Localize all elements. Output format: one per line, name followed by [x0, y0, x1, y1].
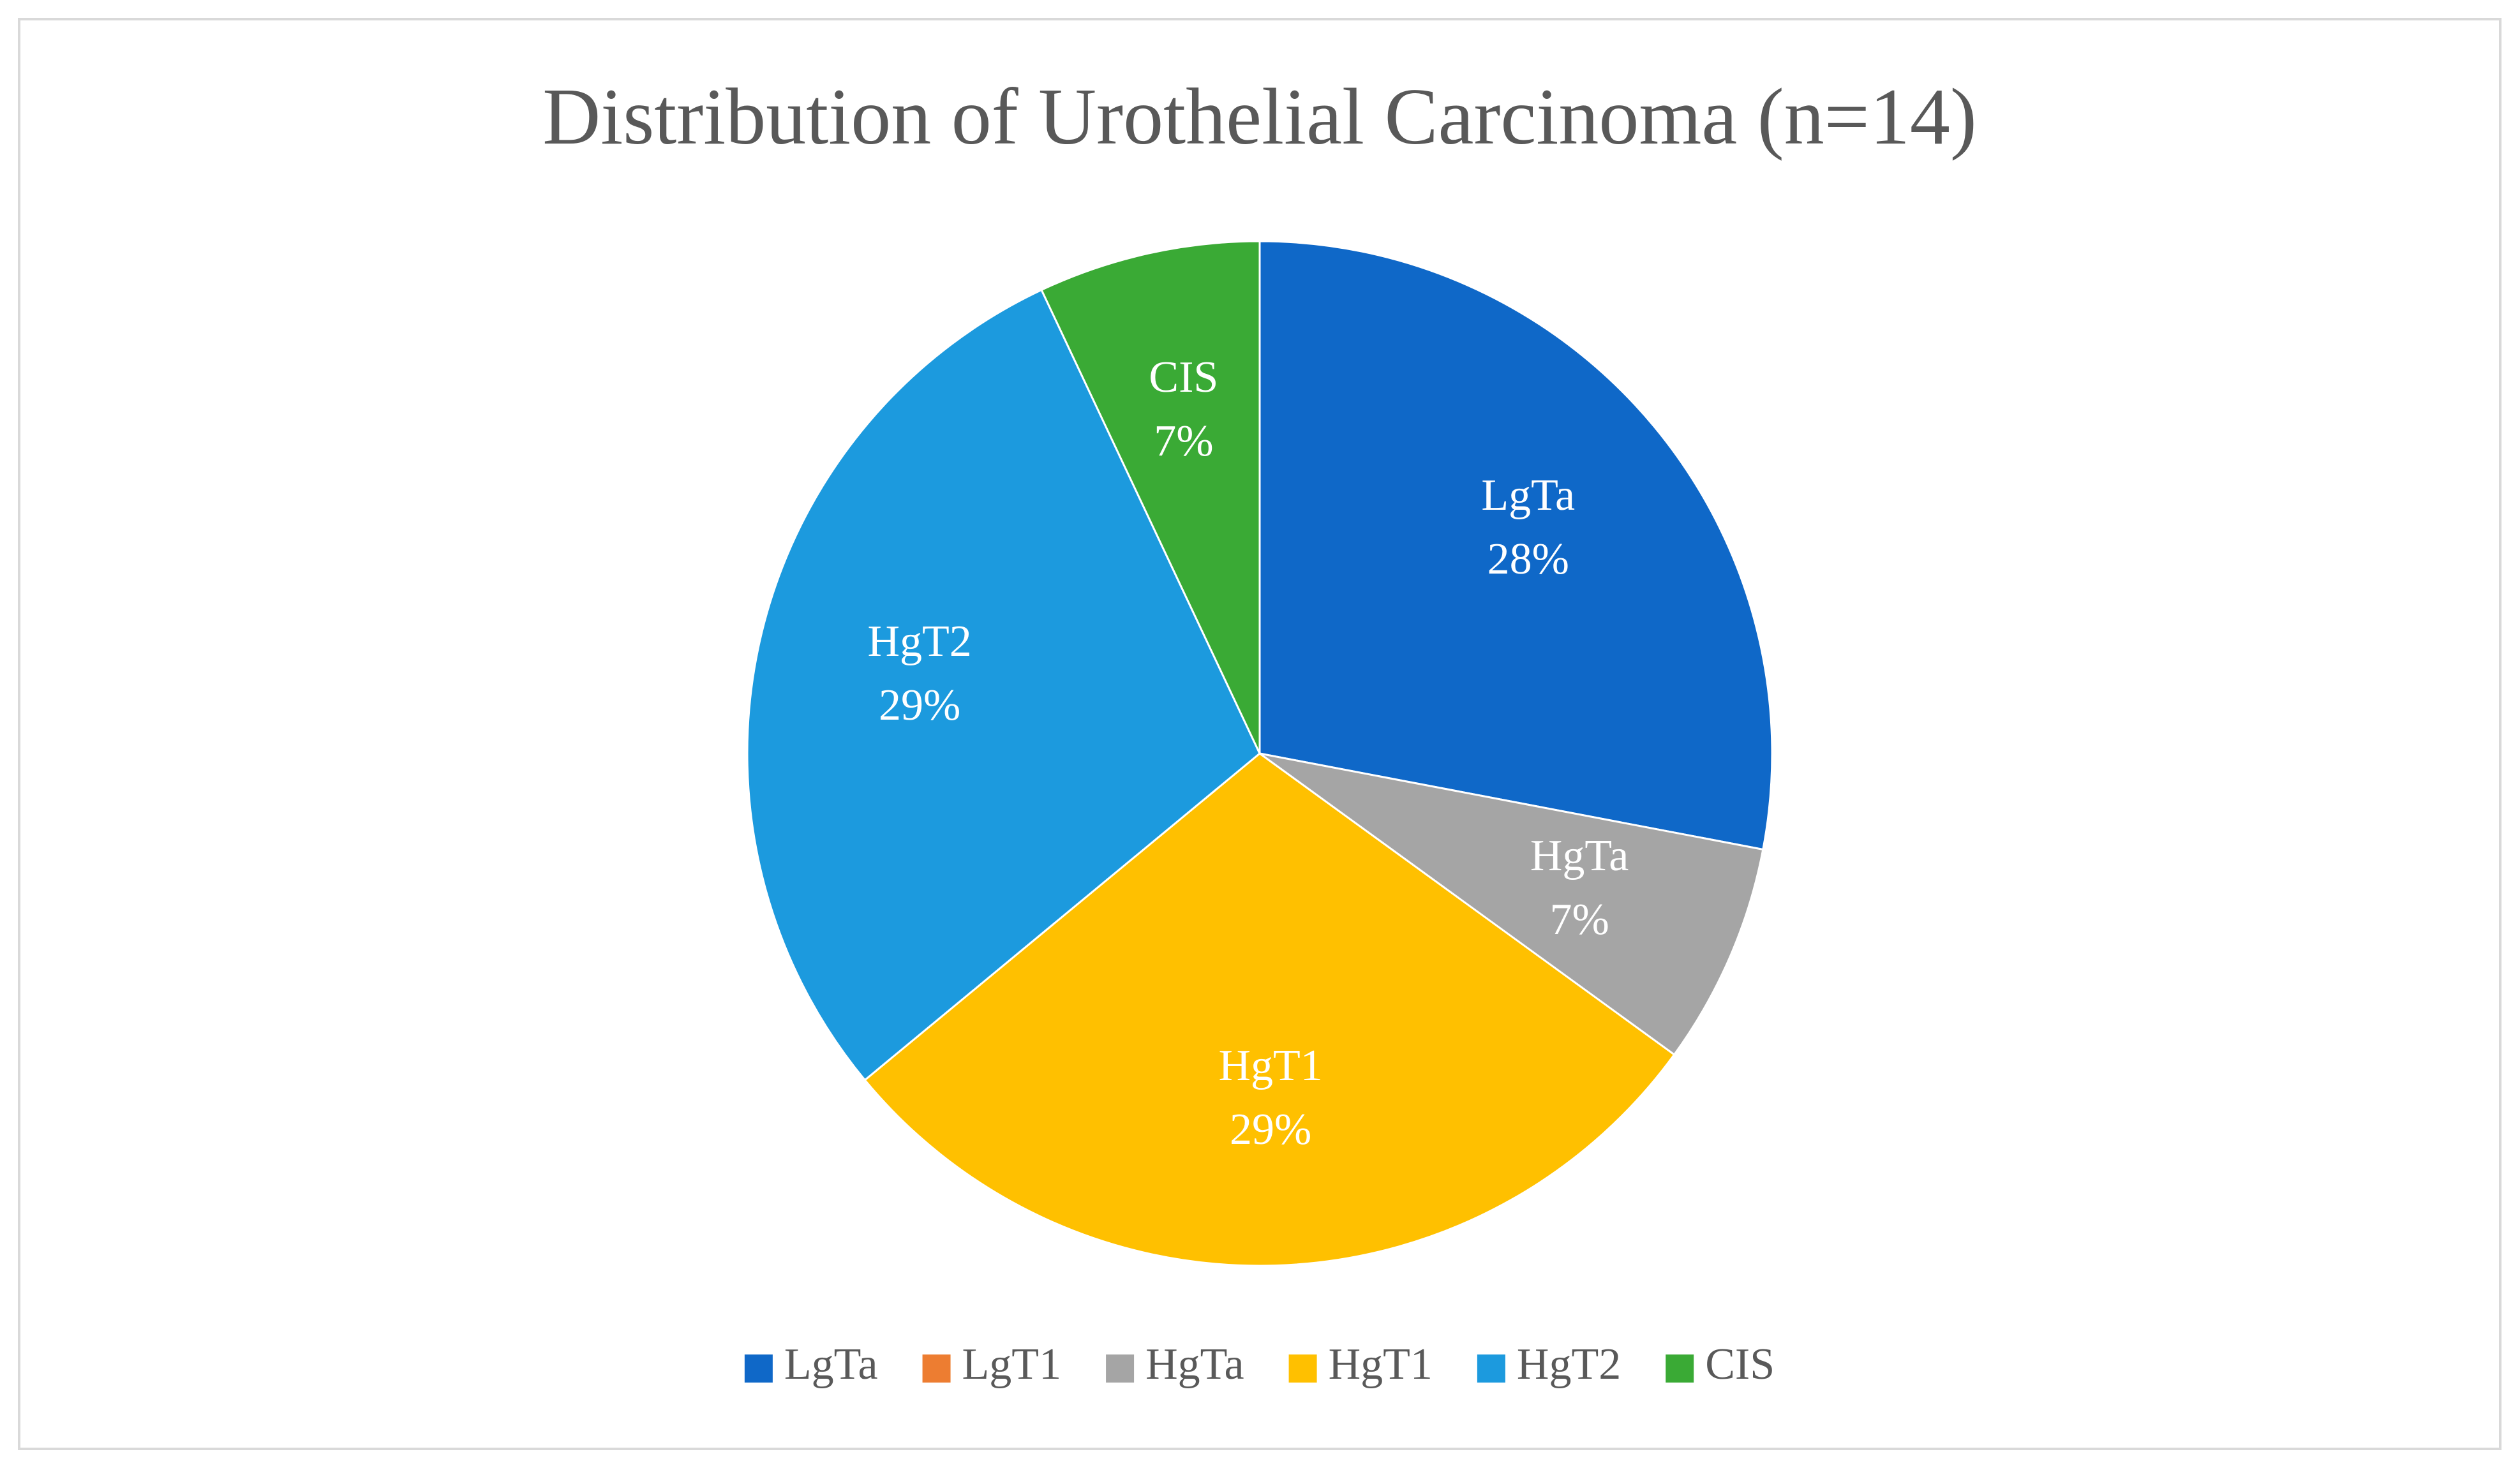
- legend-swatch: [1288, 1354, 1317, 1383]
- legend-swatch: [1666, 1354, 1694, 1383]
- pie-slice: [863, 752, 1676, 1267]
- legend-label: HgT2: [1517, 1340, 1621, 1389]
- slice-category-label: HgT1: [1218, 1041, 1322, 1090]
- legend-swatch: [1106, 1354, 1135, 1383]
- legend-label: LgTa: [784, 1340, 878, 1389]
- legend-label: LgT1: [962, 1340, 1062, 1389]
- pie-slice: [1259, 752, 1764, 1057]
- slice-value-label: 29%: [879, 681, 960, 730]
- pie-slice: [1040, 240, 1261, 754]
- pie-slice: [1258, 240, 1773, 851]
- pie-slice: [746, 288, 1261, 1081]
- slice-value-label: 7%: [1154, 417, 1213, 466]
- legend-label: HgT1: [1329, 1340, 1433, 1389]
- chart-title: Distribution of Urothelial Carcinoma (n=…: [542, 73, 1977, 161]
- legend-label: CIS: [1705, 1340, 1775, 1389]
- legend-label: HgTa: [1145, 1340, 1244, 1389]
- slice-category-label: LgTa: [1481, 471, 1575, 520]
- legend-swatch: [744, 1354, 773, 1383]
- slice-value-label: 7%: [1549, 895, 1609, 944]
- slice-category-label: HgT2: [867, 617, 971, 666]
- slice-value-label: 29%: [1230, 1105, 1311, 1154]
- slice-category-label: CIS: [1149, 353, 1218, 402]
- slice-value-label: 28%: [1487, 535, 1569, 584]
- legend-swatch: [1477, 1354, 1505, 1383]
- legend-swatch: [922, 1354, 951, 1383]
- slice-category-label: HgTa: [1530, 831, 1629, 880]
